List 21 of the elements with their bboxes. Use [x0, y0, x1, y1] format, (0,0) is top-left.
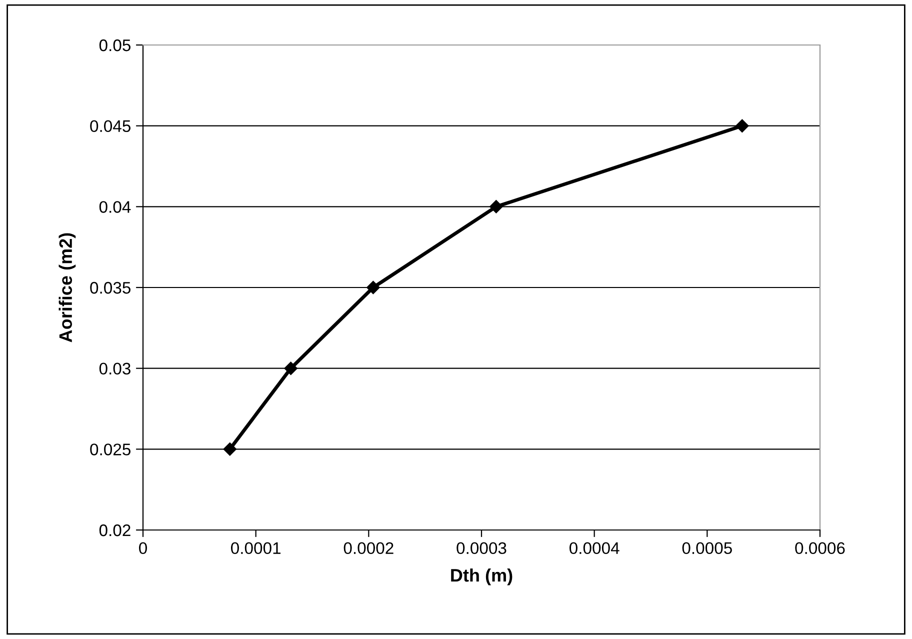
x-tick-label: 0.0005: [682, 542, 732, 554]
point: [366, 280, 380, 294]
y-tick-label: 0.025: [90, 444, 130, 456]
y-tick-label: 0.04: [99, 201, 131, 213]
x-tick-label: 0.0004: [570, 542, 620, 554]
y-tick-label: 0.03: [99, 362, 130, 375]
x-tick-label: 0.0006: [795, 542, 845, 554]
y-tick-label: 0.02: [99, 524, 130, 536]
y-tick-label: 0.045: [90, 120, 130, 132]
point: [223, 442, 236, 456]
x-tick-label: 0.0001: [231, 542, 281, 554]
y-tick-label: 0.035: [90, 282, 130, 294]
point: [736, 119, 749, 132]
x-tick-label: 0: [139, 542, 147, 554]
x-tick-label: 0.0002: [344, 542, 394, 554]
point: [284, 362, 298, 375]
y-axis-title: Aorifice (m2): [58, 233, 76, 342]
point: [490, 200, 503, 214]
x-tick-label: 0.0003: [456, 542, 506, 554]
y-tick-label: 0.05: [99, 39, 130, 52]
x-axis-title: Dth (m): [451, 568, 512, 586]
